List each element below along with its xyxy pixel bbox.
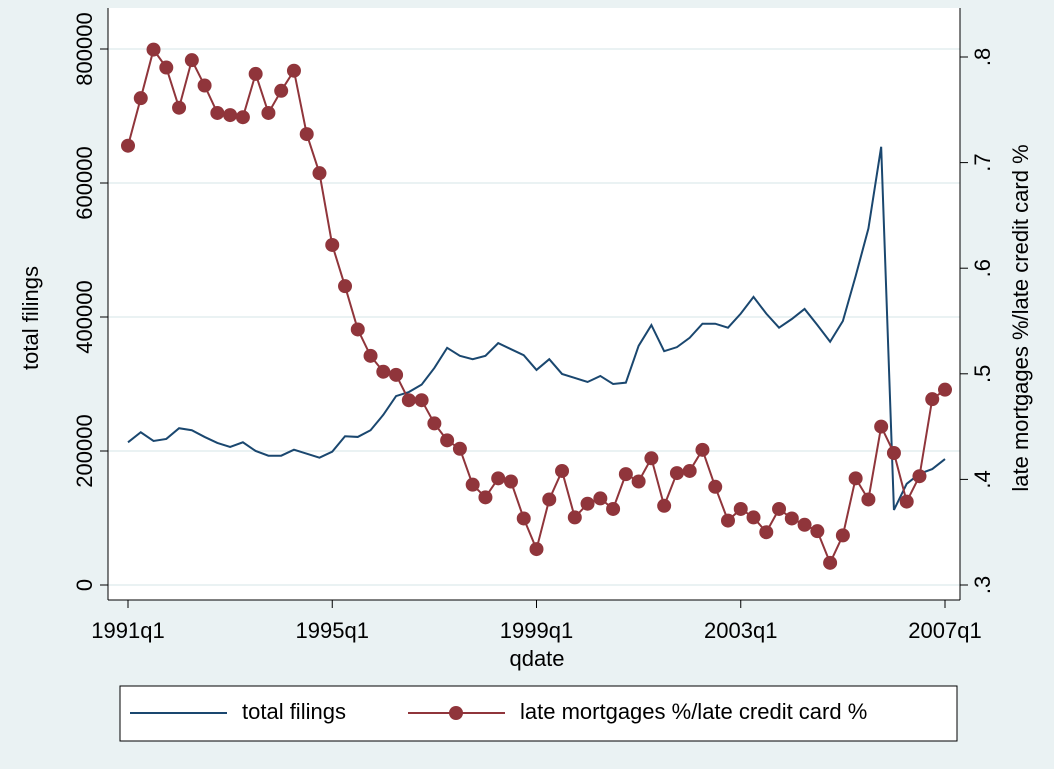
- marker: [874, 419, 889, 434]
- marker: [618, 467, 633, 482]
- marker: [746, 510, 761, 525]
- marker: [197, 78, 212, 93]
- marker: [720, 513, 735, 528]
- marker: [708, 479, 723, 494]
- legend-marker: [449, 706, 463, 720]
- x-tick-label: 2003q1: [704, 618, 777, 643]
- marker: [121, 138, 135, 153]
- marker: [529, 542, 544, 557]
- marker: [695, 442, 710, 457]
- y2-tick-label: .5: [970, 365, 995, 383]
- marker: [938, 382, 952, 397]
- marker: [925, 392, 940, 407]
- legend-label: late mortgages %/late credit card %: [520, 699, 867, 724]
- marker: [491, 471, 506, 486]
- marker: [172, 100, 187, 115]
- marker: [414, 393, 429, 408]
- y2-tick-label: .8: [970, 48, 995, 66]
- x-tick-label: 1995q1: [296, 618, 369, 643]
- marker: [631, 474, 646, 489]
- marker: [912, 469, 927, 484]
- marker: [376, 364, 391, 379]
- marker: [235, 110, 250, 125]
- plot-area: [108, 8, 960, 600]
- marker: [593, 491, 608, 506]
- y-tick-label: 800000: [72, 12, 97, 85]
- marker: [465, 477, 480, 492]
- marker: [133, 91, 148, 106]
- marker: [567, 510, 582, 525]
- y-tick-label: 0: [72, 579, 97, 591]
- y-axis-title: total filings: [18, 266, 43, 370]
- marker: [389, 367, 404, 382]
- marker: [823, 555, 838, 570]
- series-line: [127, 146, 946, 511]
- y-tick-label: 200000: [72, 414, 97, 487]
- marker: [261, 105, 276, 120]
- marker: [784, 511, 799, 526]
- marker: [274, 83, 289, 98]
- marker: [210, 105, 225, 120]
- marker: [184, 53, 199, 68]
- marker: [516, 511, 531, 526]
- marker: [848, 471, 863, 486]
- marker: [159, 60, 174, 75]
- marker: [542, 492, 557, 507]
- marker: [325, 237, 340, 252]
- marker: [555, 463, 570, 478]
- y2-tick-label: .4: [970, 470, 995, 488]
- legend-label: total filings: [242, 699, 346, 724]
- marker: [440, 433, 455, 448]
- y2-tick-label: .7: [970, 153, 995, 171]
- legend-box: [119, 685, 958, 742]
- marker: [835, 528, 850, 543]
- marker: [363, 348, 378, 363]
- y-tick-label: 400000: [72, 280, 97, 353]
- marker: [886, 446, 901, 460]
- y2-axis-title: late mortgages %/late credit card %: [1008, 144, 1033, 491]
- y2-tick-label: .6: [970, 259, 995, 277]
- marker: [146, 42, 161, 57]
- marker: [644, 451, 659, 466]
- marker: [657, 498, 672, 513]
- marker: [452, 441, 467, 456]
- marker: [899, 494, 914, 509]
- marker: [286, 63, 301, 78]
- marker: [669, 466, 684, 481]
- y2-tick-label: .3: [970, 576, 995, 594]
- marker: [299, 127, 314, 142]
- x-axis-title: qdate: [509, 646, 564, 671]
- x-tick-label: 1991q1: [91, 618, 164, 643]
- marker: [772, 501, 787, 516]
- marker: [427, 416, 442, 431]
- x-tick-label: 1999q1: [500, 618, 573, 643]
- marker: [350, 322, 365, 337]
- marker: [580, 496, 595, 511]
- marker: [733, 501, 748, 516]
- marker: [759, 525, 774, 540]
- marker: [338, 279, 353, 294]
- marker: [503, 474, 518, 489]
- y-tick-label: 600000: [72, 146, 97, 219]
- marker: [478, 490, 493, 505]
- marker: [810, 524, 825, 539]
- marker: [861, 492, 876, 507]
- x-tick-label: 2007q1: [908, 618, 981, 643]
- marker: [797, 517, 812, 532]
- marker: [682, 463, 697, 478]
- marker: [312, 166, 327, 181]
- marker: [401, 393, 416, 408]
- marker: [223, 108, 238, 123]
- marker: [248, 66, 263, 81]
- marker: [606, 501, 621, 516]
